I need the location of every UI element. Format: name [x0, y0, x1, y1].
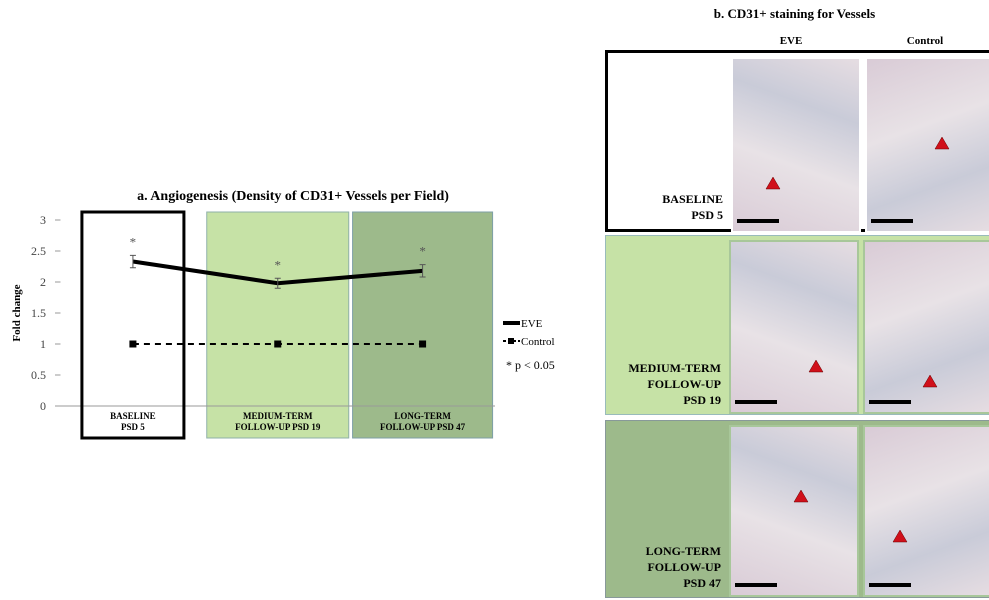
legend-label: EVE: [521, 318, 543, 330]
marker: [419, 341, 426, 348]
significance-mark: *: [275, 257, 282, 272]
scale-bar: [869, 583, 911, 587]
y-tick-label: 1: [40, 337, 46, 351]
y-tick-label: 1.5: [31, 306, 46, 320]
panel-b: b. CD31+ staining for Vessels EVE Control B…: [600, 0, 989, 598]
scale-bar: [871, 219, 913, 223]
micrograph: [863, 425, 989, 597]
micrograph-overlay: [865, 427, 989, 595]
page: a. Angiogenesis (Density of CD31+ Vessel…: [0, 0, 989, 598]
legend-marker: [508, 338, 514, 344]
scale-bar: [735, 583, 777, 587]
column-header: Control: [862, 35, 988, 47]
scale-bar: [735, 400, 777, 404]
legend-label: Control: [521, 336, 555, 348]
micrograph: [729, 425, 859, 597]
row-label-line: MEDIUM-TERM: [606, 360, 721, 376]
arrowhead: [935, 137, 949, 149]
y-tick-label: 2: [40, 275, 46, 289]
arrowhead: [923, 375, 937, 387]
micrograph-overlay: [865, 242, 989, 412]
category-band: [207, 212, 349, 438]
micrograph: [729, 240, 859, 414]
chart: a. Angiogenesis (Density of CD31+ Vessel…: [0, 0, 600, 598]
y-tick-label: 3: [40, 213, 46, 227]
significance-mark: *: [419, 244, 426, 259]
arrowhead: [766, 177, 780, 189]
row-label-line: FOLLOW-UP: [606, 559, 721, 575]
row-label-line: PSD 47: [606, 575, 721, 591]
row-label-line: PSD 19: [606, 392, 721, 408]
micrograph-overlay: [731, 242, 857, 412]
arrowhead: [809, 360, 823, 372]
arrowhead: [794, 490, 808, 502]
micrograph-overlay: [731, 427, 857, 595]
micrograph: [731, 57, 861, 233]
micrograph: [863, 240, 989, 414]
marker: [274, 341, 281, 348]
x-tick-label: LONG-TERM FOLLOW-UP PSD 47: [373, 411, 473, 433]
panel-title: b. CD31+ staining for Vessels: [600, 6, 989, 22]
marker: [129, 341, 136, 348]
y-tick-label: 0: [40, 399, 46, 413]
x-tick-label: BASELINE PSD 5: [103, 411, 163, 433]
micrograph-overlay: [867, 59, 989, 231]
column-header: EVE: [728, 35, 854, 47]
scale-bar: [737, 219, 779, 223]
row-label-line: PSD 5: [608, 207, 723, 223]
row-label-line: FOLLOW-UP: [606, 376, 721, 392]
note: * p < 0.05: [506, 358, 555, 372]
significance-mark: *: [130, 234, 137, 249]
micrograph-overlay: [733, 59, 859, 231]
y-tick-label: 0.5: [31, 368, 46, 382]
row-label-line: BASELINE: [608, 191, 723, 207]
y-tick-label: 2.5: [31, 244, 46, 258]
arrowhead: [893, 530, 907, 542]
scale-bar: [869, 400, 911, 404]
x-tick-label: MEDIUM-TERM FOLLOW-UP PSD 19: [223, 411, 333, 433]
chart-title: a. Angiogenesis (Density of CD31+ Vessel…: [137, 189, 449, 204]
y-axis-label: Fold change: [11, 284, 23, 341]
row-label-line: LONG-TERM: [606, 543, 721, 559]
micrograph: [865, 57, 989, 233]
